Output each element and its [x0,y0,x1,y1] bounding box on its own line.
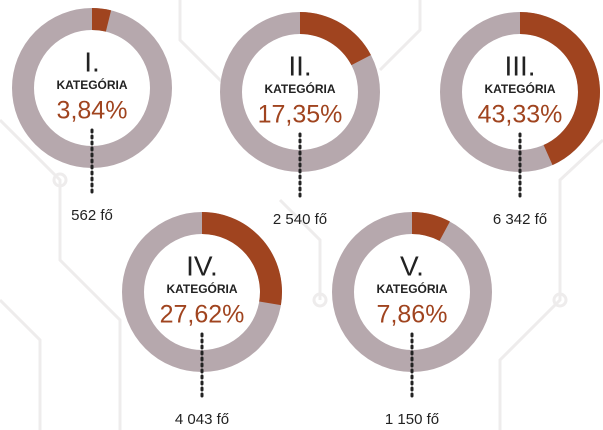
category-number: I. [84,46,100,77]
percentage-label: 17,35% [258,101,343,129]
category-number: V. [400,250,424,281]
count-label: 4 043 fő [175,411,229,428]
donut-segment [300,12,371,66]
percentage-label: 27,62% [160,301,245,329]
category-number: II. [288,50,311,81]
count-label: 562 fő [71,207,113,224]
donut-segment [520,11,600,166]
count-label: 6 342 fő [493,211,547,228]
percentage-label: 43,33% [478,101,563,129]
category-label: KATEGÓRIA [264,81,335,96]
category-number: III. [504,50,535,81]
category-label: KATEGÓRIA [56,77,127,92]
category-label: KATEGÓRIA [376,281,447,296]
category-label: KATEGÓRIA [484,81,555,96]
donut-segment [92,8,112,32]
count-label: 1 150 fő [385,411,439,428]
category-number: IV. [186,250,218,281]
percentage-label: 7,86% [377,301,448,329]
count-label: 2 540 fő [273,211,327,228]
donut-segment [412,212,450,241]
category-label: KATEGÓRIA [166,281,237,296]
donut-segment [202,212,282,306]
percentage-label: 3,84% [57,97,128,125]
